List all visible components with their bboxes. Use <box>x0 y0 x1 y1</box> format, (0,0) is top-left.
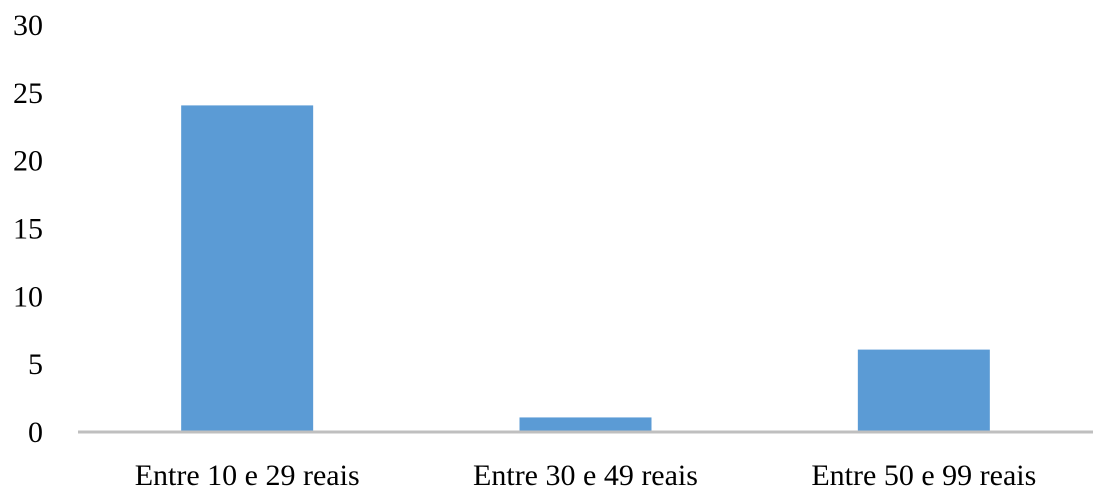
y-tick-label: 15 <box>13 213 43 246</box>
y-tick-label: 5 <box>28 348 43 381</box>
bars <box>181 105 990 432</box>
x-axis-category-labels: Entre 10 e 29 reais Entre 30 e 49 reais En… <box>135 459 1037 492</box>
y-tick-label: 0 <box>28 416 43 449</box>
bar <box>857 349 990 431</box>
bar <box>519 417 652 431</box>
x-category-label: Entre 10 e 29 reais <box>135 459 360 492</box>
bar <box>181 105 314 432</box>
x-category-label: Entre 30 e 49 reais <box>473 459 698 492</box>
y-tick-label: 30 <box>13 9 43 42</box>
y-tick-label: 25 <box>13 77 43 110</box>
x-category-label: Entre 50 e 99 reais <box>811 459 1036 492</box>
y-tick-label: 20 <box>13 145 43 178</box>
y-axis-tick-labels: 0 5 10 15 20 25 30 <box>13 9 43 449</box>
y-tick-label: 10 <box>13 280 43 313</box>
